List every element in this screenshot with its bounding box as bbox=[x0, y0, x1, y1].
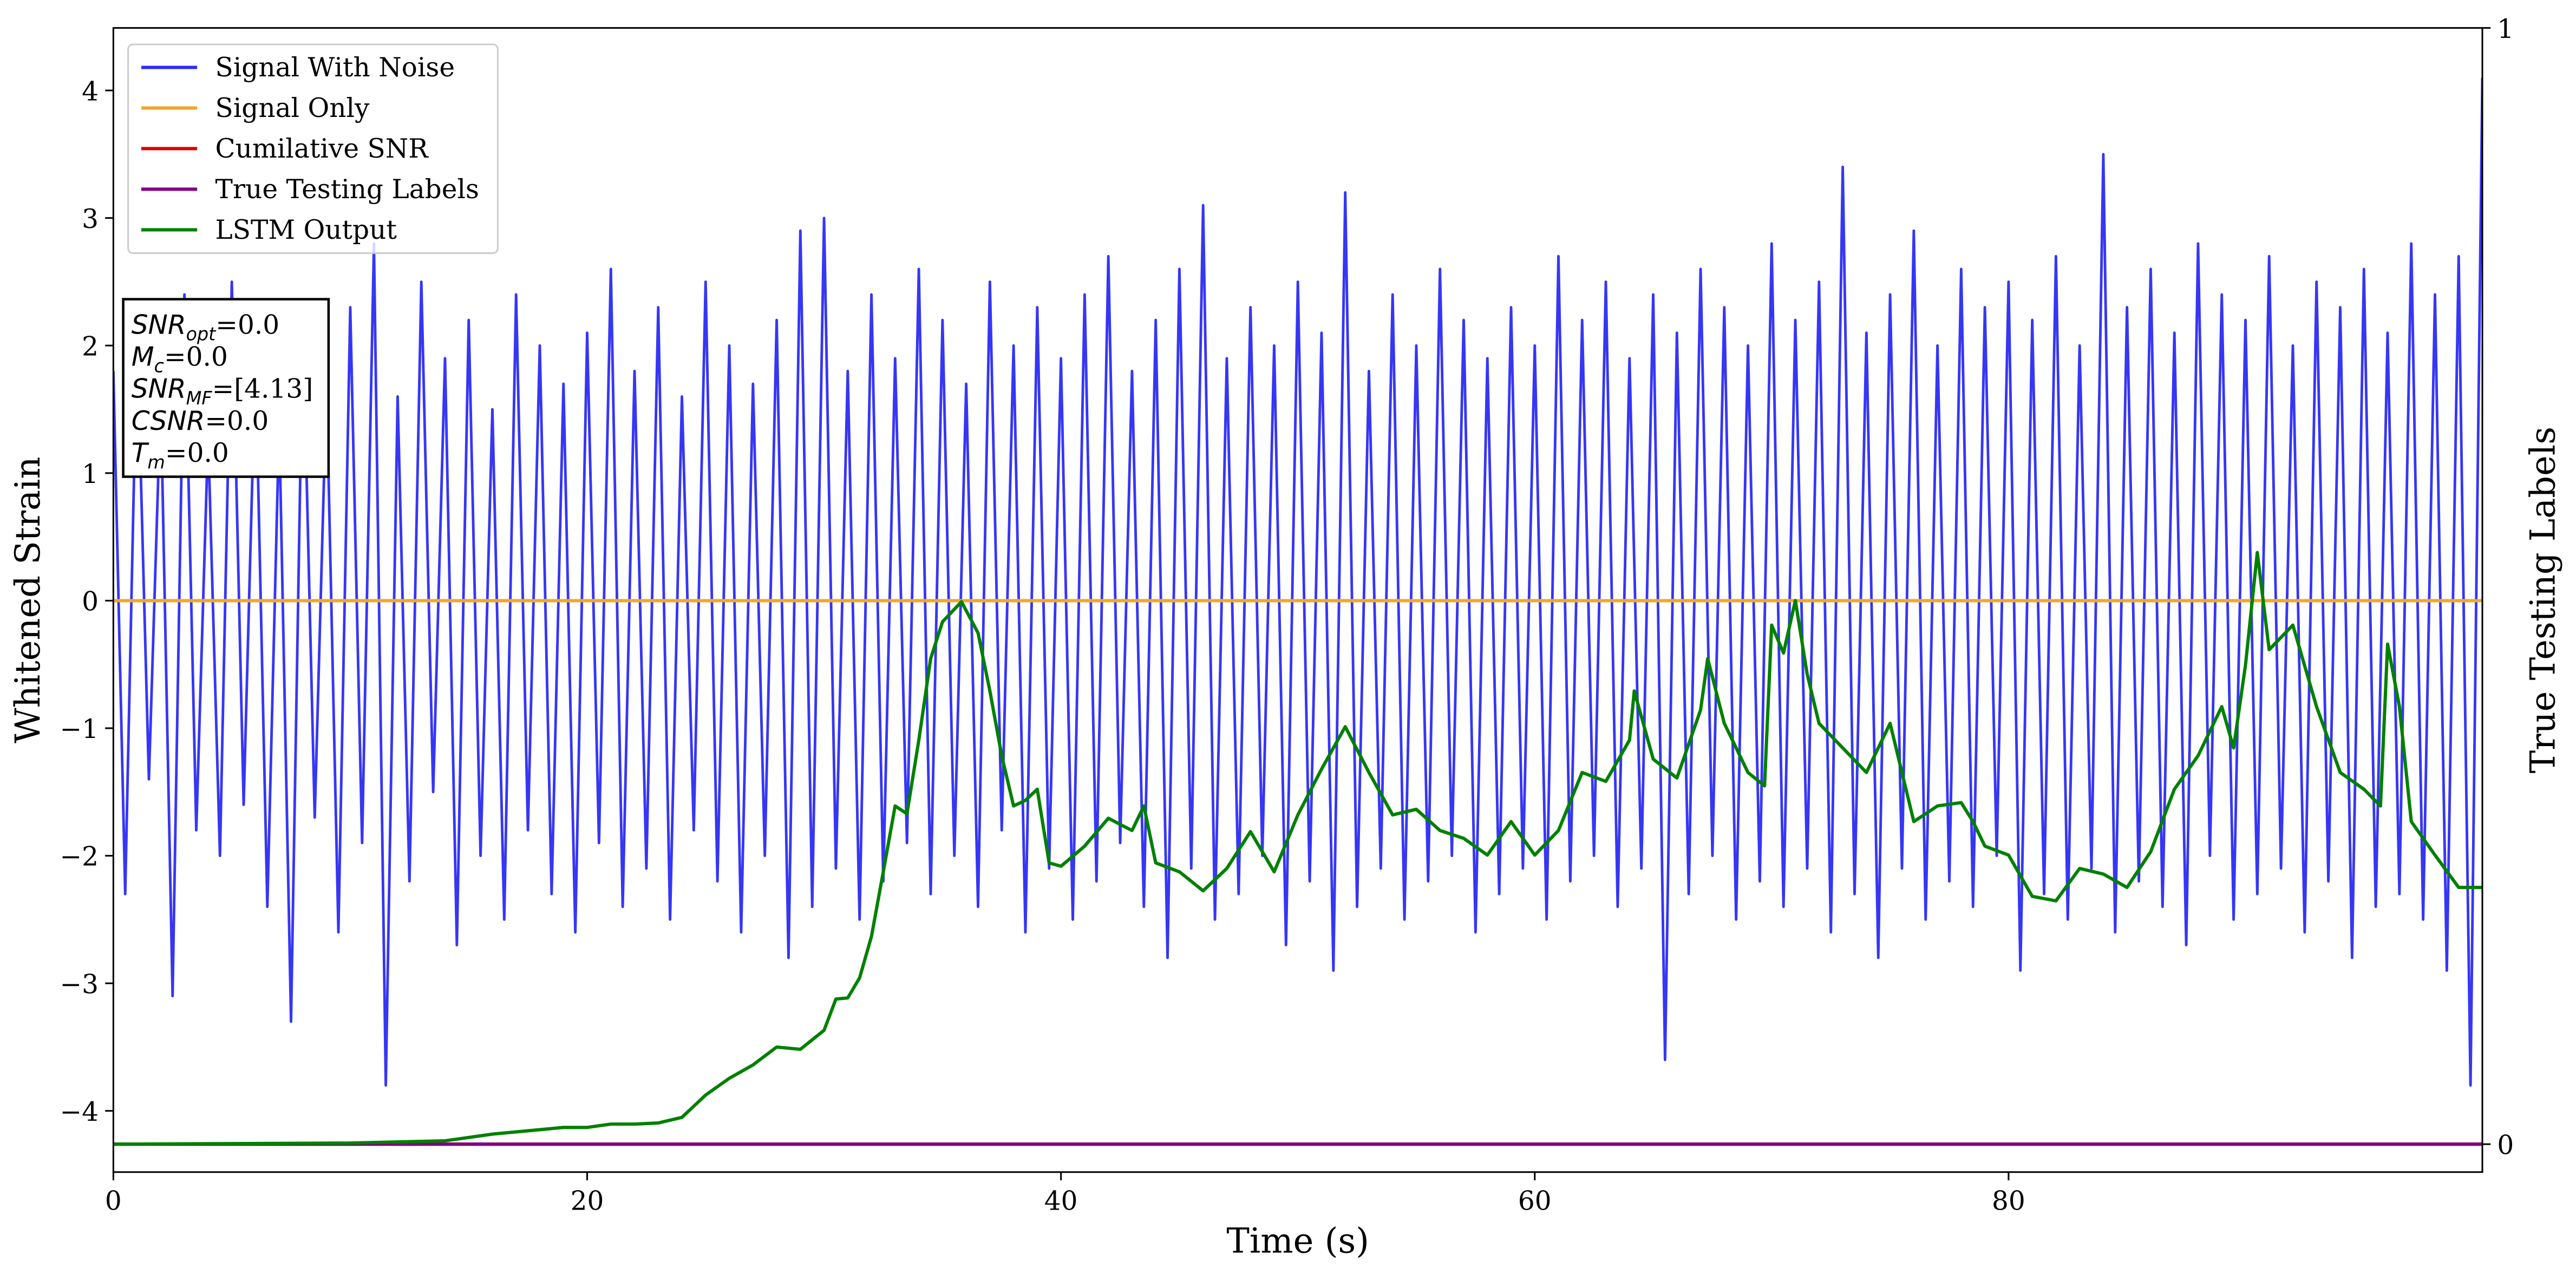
y-tick-label: 2 bbox=[82, 331, 99, 362]
annotation-text: =0.0 bbox=[215, 310, 279, 340]
x-tick-label: 20 bbox=[571, 1186, 604, 1217]
annotation-text: =0.0 bbox=[165, 438, 229, 468]
annotation-text: =0.0 bbox=[205, 406, 269, 436]
legend-label: Signal Only bbox=[215, 93, 370, 123]
legend-box bbox=[127, 43, 499, 254]
y-tick-label: −2 bbox=[60, 842, 99, 872]
annotation-line: Mc=0.0 bbox=[132, 342, 228, 377]
legend-label: LSTM Output bbox=[215, 215, 397, 245]
legend-label: Signal With Noise bbox=[215, 53, 455, 83]
x-tick-label: 80 bbox=[1992, 1186, 2025, 1217]
annotation-subscript: c bbox=[154, 356, 164, 377]
legend-label: True Testing Labels bbox=[215, 174, 479, 205]
annotation-symbol: SNR bbox=[132, 310, 186, 340]
annotation-line: Tm=0.0 bbox=[132, 438, 229, 473]
y2-tick-label: 1 bbox=[2497, 14, 2514, 44]
series-line bbox=[113, 551, 2483, 1146]
annotation-subscript: MF bbox=[186, 388, 213, 409]
annotation-symbol: M bbox=[132, 342, 154, 373]
y-axis-label: Whitened Strain bbox=[8, 456, 48, 743]
annotation-box bbox=[122, 298, 330, 478]
y-tick-label: 3 bbox=[82, 204, 99, 234]
annotation-subscript: opt bbox=[186, 323, 217, 344]
annotation-line: CSNR=0.0 bbox=[132, 406, 269, 436]
annotation-symbol: T bbox=[132, 438, 149, 468]
x-axis-label: Time (s) bbox=[1226, 1221, 1369, 1262]
y-tick-label: 1 bbox=[82, 459, 99, 489]
annotation-subscript: m bbox=[147, 452, 165, 473]
annotation-symbol: CSNR bbox=[132, 406, 205, 436]
y-tick-label: −1 bbox=[60, 714, 99, 744]
series-line bbox=[113, 77, 2483, 1087]
annotation-line: SNRMF=[4.13] bbox=[132, 374, 313, 409]
y2-axis-label: True Testing Labels bbox=[2523, 427, 2564, 773]
y2-tick-label: 0 bbox=[2497, 1130, 2514, 1160]
y-tick-label: −4 bbox=[60, 1097, 99, 1127]
legend-label: Cumilative SNR bbox=[215, 134, 429, 164]
x-tick-label: 0 bbox=[105, 1186, 122, 1217]
annotation-text: =[4.13] bbox=[212, 374, 313, 404]
x-tick-label: 40 bbox=[1044, 1186, 1078, 1217]
y-tick-label: 4 bbox=[82, 76, 99, 107]
y-tick-label: 0 bbox=[82, 587, 99, 617]
annotation-symbol: SNR bbox=[132, 374, 186, 404]
annotation-line: SNRopt=0.0 bbox=[132, 310, 279, 344]
annotation-text: =0.0 bbox=[164, 342, 228, 373]
x-tick-label: 60 bbox=[1518, 1186, 1552, 1217]
y-tick-label: −3 bbox=[60, 969, 99, 999]
